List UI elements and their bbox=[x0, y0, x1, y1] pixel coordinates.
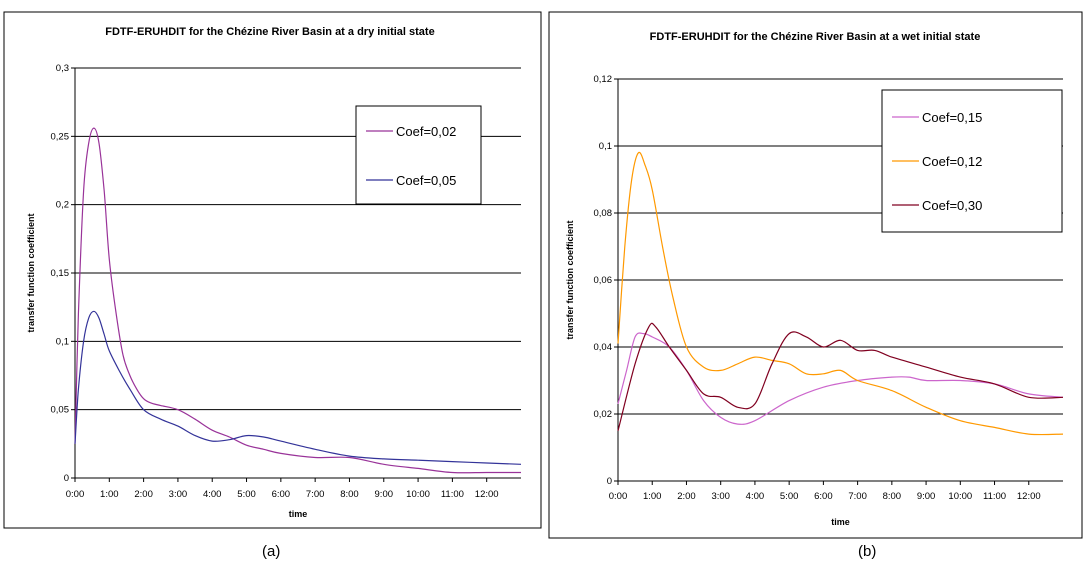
x-tick-label: 7:00 bbox=[306, 489, 325, 500]
chart-panel-dry: FDTF-ERUHDIT for the Chézine River Basin… bbox=[3, 11, 542, 529]
x-tick-label: 3:00 bbox=[711, 491, 730, 502]
x-tick-label: 10:00 bbox=[406, 489, 430, 500]
x-tick-label: 0:00 bbox=[66, 489, 85, 500]
chart-title: FDTF-ERUHDIT for the Chézine River Basin… bbox=[650, 31, 981, 43]
chart-wet-svg: FDTF-ERUHDIT for the Chézine River Basin… bbox=[548, 11, 1083, 539]
y-tick-label: 0,25 bbox=[51, 131, 70, 142]
x-axis-label: time bbox=[289, 509, 308, 519]
chart-panel-wet: FDTF-ERUHDIT for the Chézine River Basin… bbox=[545, 0, 1086, 567]
chart-dry-svg: FDTF-ERUHDIT for the Chézine River Basin… bbox=[3, 11, 542, 529]
x-axis-label: time bbox=[831, 517, 850, 527]
caption-b: (b) bbox=[858, 543, 877, 560]
x-tick-label: 6:00 bbox=[814, 491, 833, 502]
legend-box bbox=[355, 105, 482, 205]
legend-label-2: Coef=0,05 bbox=[396, 173, 456, 188]
x-tick-label: 9:00 bbox=[375, 489, 394, 500]
y-tick-label: 0 bbox=[607, 476, 612, 487]
x-tick-label: 3:00 bbox=[169, 489, 188, 500]
x-tick-label: 2:00 bbox=[677, 491, 696, 502]
x-tick-label: 0:00 bbox=[609, 491, 628, 502]
x-tick-label: 5:00 bbox=[237, 489, 256, 500]
chart-title: FDTF-ERUHDIT for the Chézine River Basin… bbox=[105, 26, 434, 38]
chart-frame bbox=[3, 11, 542, 529]
y-axis-label: transfer function coefficient bbox=[26, 213, 36, 332]
x-tick-label: 1:00 bbox=[100, 489, 119, 500]
x-tick-label: 1:00 bbox=[643, 491, 662, 502]
x-tick-label: 4:00 bbox=[203, 489, 222, 500]
y-tick-label: 0,3 bbox=[56, 63, 69, 74]
y-tick-label: 0,1 bbox=[56, 336, 69, 347]
legend-label-2: Coef=0,12 bbox=[922, 154, 982, 169]
x-tick-label: 5:00 bbox=[780, 491, 799, 502]
series-line-3 bbox=[617, 322, 1064, 431]
y-tick-label: 0,2 bbox=[56, 200, 69, 211]
x-tick-label: 4:00 bbox=[746, 491, 765, 502]
y-tick-label: 0,1 bbox=[599, 141, 612, 152]
x-tick-label: 12:00 bbox=[475, 489, 499, 500]
y-tick-label: 0,04 bbox=[594, 342, 613, 353]
x-tick-label: 10:00 bbox=[948, 491, 972, 502]
series-line-2 bbox=[74, 310, 522, 465]
y-tick-label: 0,05 bbox=[51, 405, 70, 416]
series-line-1 bbox=[74, 127, 521, 474]
y-axis-label: transfer function coefficient bbox=[565, 220, 575, 339]
x-tick-label: 12:00 bbox=[1017, 491, 1041, 502]
caption-a: (a) bbox=[262, 543, 281, 560]
y-tick-label: 0,15 bbox=[51, 268, 70, 279]
x-tick-label: 11:00 bbox=[441, 489, 464, 500]
legend-label-1: Coef=0,02 bbox=[396, 124, 456, 139]
x-tick-label: 2:00 bbox=[134, 489, 153, 500]
y-tick-label: 0,08 bbox=[594, 208, 613, 219]
legend-label-3: Coef=0,30 bbox=[922, 198, 982, 213]
x-tick-label: 6:00 bbox=[272, 489, 291, 500]
x-tick-label: 7:00 bbox=[848, 491, 867, 502]
x-tick-label: 11:00 bbox=[983, 491, 1006, 502]
x-tick-label: 9:00 bbox=[917, 491, 936, 502]
x-tick-label: 8:00 bbox=[340, 489, 359, 500]
x-tick-label: 8:00 bbox=[883, 491, 902, 502]
legend-label-1: Coef=0,15 bbox=[922, 110, 982, 125]
y-tick-label: 0,02 bbox=[594, 409, 613, 420]
y-tick-label: 0 bbox=[64, 473, 69, 484]
y-tick-label: 0,12 bbox=[594, 74, 613, 85]
y-tick-label: 0,06 bbox=[594, 275, 613, 286]
series-line-2 bbox=[617, 151, 1064, 436]
